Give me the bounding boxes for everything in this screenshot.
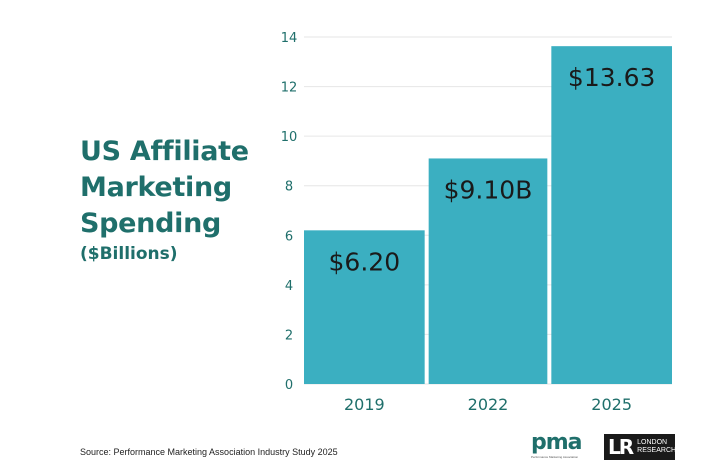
london-research-logo: LR LONDON RESEARCH [604,434,676,460]
y-tick-label-14: 14 [281,31,298,46]
chart-subtitle: ($Billions) [80,244,178,264]
bar-2025 [551,46,672,384]
data-label-2019: $6.20 [329,247,401,276]
y-tick-label-10: 10 [281,130,298,145]
y-tick-label-0: 0 [285,378,293,393]
labels: 0 2 4 6 8 10 12 14 $6.20 2019 $9.10B 2022 $13.63 2025 [281,31,656,414]
pma-logo: pma Performance Marketing Association [531,432,591,462]
lr-logo-mark: LR [608,435,634,459]
data-label-2025: $13.63 [568,63,655,92]
x-category-label-2025: 2025 [591,395,632,414]
y-tick-label-8: 8 [285,180,293,195]
bar-2019 [304,230,425,384]
chart-title-line-2: Marketing [80,172,232,203]
pma-logo-tagline: Performance Marketing Association [531,455,579,459]
data-label-2022: $9.10B [444,175,533,204]
x-category-label-2019: 2019 [344,395,385,414]
bar-2022 [428,158,548,384]
chart-title-block: US Affiliate Marketing Spending ($Billio… [80,134,280,265]
x-category-label-2022: 2022 [468,395,509,414]
y-tick-label-2: 2 [285,328,293,343]
y-tick-label-4: 4 [285,279,293,294]
y-tick-label-12: 12 [281,81,298,96]
lr-logo-line-2: RESEARCH [637,447,677,454]
chart-title-line-3: Spending [80,208,222,239]
bars [304,46,672,384]
pma-logo-text: pma [531,430,583,455]
source-note: Source: Performance Marketing Associatio… [80,447,338,457]
lr-logo-text: LONDON RESEARCH [637,439,676,455]
lr-logo-line-1: LONDON [637,439,668,446]
y-tick-label-6: 6 [285,229,293,244]
chart-title-line-1: US Affiliate [80,136,249,167]
